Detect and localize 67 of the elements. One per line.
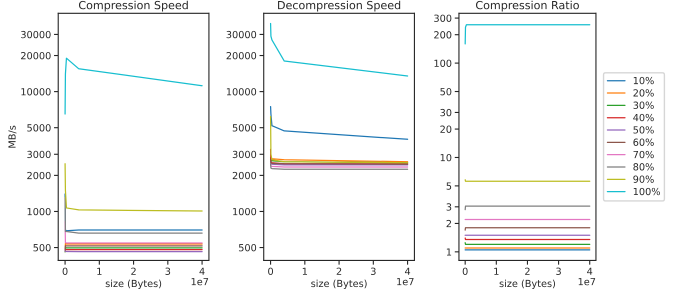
y-tick-label: 3000 xyxy=(27,150,51,158)
y-tick-label: 3000 xyxy=(232,150,256,158)
y-tick-label: 1000 xyxy=(28,208,51,216)
y-tick-label: 100 xyxy=(434,60,452,67)
line-series xyxy=(64,58,203,115)
line-series xyxy=(270,106,408,140)
line-series xyxy=(270,22,408,77)
x-tick-label: 2 xyxy=(525,268,530,275)
y-tick-label: 30000 xyxy=(21,30,51,38)
x-axis-title: size (Bytes) xyxy=(311,280,367,290)
x-tick-label: 4 xyxy=(199,268,205,275)
x-tick-label: 1 xyxy=(494,268,499,275)
y-tick-label: 2000 xyxy=(27,172,51,180)
x-tick-label: 3 xyxy=(556,268,561,275)
chart-title: Compression Ratio xyxy=(476,0,579,12)
legend-label: 20% xyxy=(633,89,654,97)
x-tick-label: 3 xyxy=(165,268,170,275)
text: 1e7 xyxy=(192,278,208,286)
y-tick-label: 10000 xyxy=(21,88,51,96)
y-tick-label: 20 xyxy=(440,126,452,133)
legend-label: 100% xyxy=(634,188,660,196)
x-tick-label: 0 xyxy=(62,268,68,275)
y-tick-label: 20000 xyxy=(226,52,256,60)
legend-label: 90% xyxy=(633,176,654,183)
y-tick-label: 10 xyxy=(440,154,452,162)
legend-label: 40% xyxy=(633,114,654,122)
y-tick-label: 3 xyxy=(446,203,452,211)
legend-label: 60% xyxy=(633,138,654,146)
x-tick-label: 4 xyxy=(587,268,592,275)
chart-title: Compression Speed xyxy=(78,0,188,12)
y-tick-label: 300 xyxy=(434,14,452,22)
y-tick-label: 1 xyxy=(446,248,452,256)
legend-label: 30% xyxy=(633,102,654,109)
x-tick-label: 4 xyxy=(404,268,410,275)
y-tick-label: 30000 xyxy=(226,30,256,38)
x-tick-label: 0 xyxy=(462,268,468,275)
y-tick-label: 5000 xyxy=(232,124,256,132)
x-tick-label: 0 xyxy=(268,268,274,275)
legend-label: 50% xyxy=(633,126,654,134)
text: 1e7 xyxy=(397,278,414,286)
x-axis-title: size (Bytes) xyxy=(106,280,162,290)
legend-label: 80% xyxy=(633,163,654,171)
y-tick-label: 20000 xyxy=(21,52,51,60)
x-tick-label: 2 xyxy=(131,268,136,275)
y-axis-title: MB/s xyxy=(8,126,16,148)
y-tick-label: 200 xyxy=(434,31,452,39)
line-series xyxy=(270,116,408,164)
y-tick-label: 10000 xyxy=(226,88,256,96)
y-tick-label: 500 xyxy=(33,244,51,252)
x-tick-label: 3 xyxy=(370,268,376,275)
x-tick-label: 1 xyxy=(302,268,308,275)
x-tick-label: 2 xyxy=(336,268,342,275)
legend-label: 10% xyxy=(634,76,654,84)
y-tick-label: 1000 xyxy=(233,208,256,216)
y-tick-label: 30 xyxy=(440,108,452,116)
line-series xyxy=(64,163,203,212)
x-axis-title: size (Bytes) xyxy=(500,280,556,290)
text: 1e7 xyxy=(578,278,596,286)
y-tick-label: 2 xyxy=(446,220,452,228)
y-tick-label: 5 xyxy=(446,182,452,190)
y-tick-label: 2000 xyxy=(232,172,256,180)
y-tick-label: 50 xyxy=(440,88,452,96)
legend-label: 70% xyxy=(634,150,654,158)
x-tick-label: 1 xyxy=(97,268,102,275)
chart-title: Decompression Speed xyxy=(278,0,400,12)
y-tick-label: 5000 xyxy=(27,124,51,132)
y-tick-label: 500 xyxy=(238,244,256,252)
